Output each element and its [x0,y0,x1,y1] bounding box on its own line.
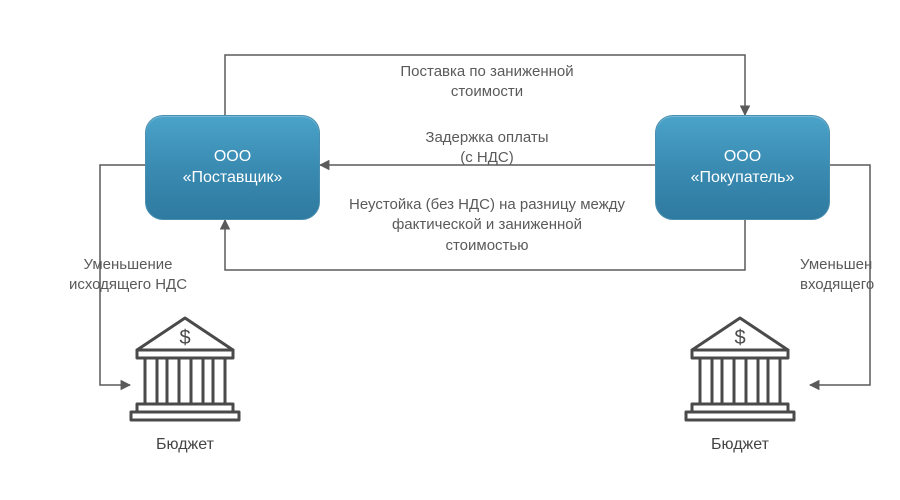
bank-left-caption: Бюджет [115,436,255,454]
svg-text:$: $ [179,327,190,349]
node-buyer-line1: ООО [656,147,829,168]
bank-right-caption: Бюджет [670,436,810,454]
label-mid: Задержка оплаты (с НДС) [362,128,612,169]
svg-text:$: $ [734,327,745,349]
label-right-side: Уменьшен входящего [800,255,900,296]
bank-icon: $ [125,310,245,430]
label-bottom: Неустойка (без НДС) на разницу между фак… [312,195,662,256]
node-supplier: ООО «Поставщик» [145,115,320,220]
node-supplier-line1: ООО [146,147,319,168]
bank-right: $ Бюджет [670,310,810,454]
label-left-side: Уменьшение исходящего НДС [58,255,198,296]
bank-left: $ Бюджет [115,310,255,454]
node-supplier-line2: «Поставщик» [146,168,319,189]
node-buyer-line2: «Покупатель» [656,168,829,189]
bank-icon: $ [680,310,800,430]
node-buyer: ООО «Покупатель» [655,115,830,220]
label-top: Поставка по заниженной стоимости [337,62,637,103]
